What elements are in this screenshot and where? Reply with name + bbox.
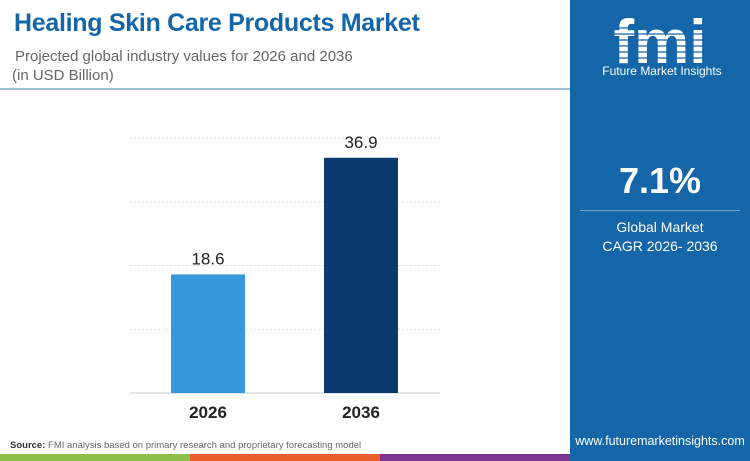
source-note: Source: FMI analysis based on primary re… — [10, 440, 361, 451]
unit-label: (in USD Billion) — [12, 67, 114, 84]
source-label: Source: — [10, 440, 46, 451]
cagr-value: 7.1% — [618, 160, 702, 201]
stripe-purple — [380, 454, 570, 461]
data-label: 36.9 — [344, 133, 377, 152]
data-label: 18.6 — [191, 249, 224, 268]
bar-chart: 18.6 2026 36.9 2036 — [130, 133, 440, 422]
cagr-period: CAGR 2026- 2036 — [602, 238, 718, 254]
sidebar-panel — [570, 0, 750, 461]
logo-text: Future Market Insights — [602, 64, 722, 78]
bar-2026 — [171, 274, 245, 393]
stripe-green — [0, 454, 190, 461]
page-title: Healing Skin Care Products Market — [14, 9, 420, 37]
bar-2036 — [324, 157, 398, 393]
cagr-divider — [580, 210, 740, 211]
header-divider — [0, 88, 570, 90]
fmi-logo: fmi — [595, 8, 725, 68]
svg-text:fmi: fmi — [614, 8, 707, 68]
website-link[interactable]: www.futuremarketinsights.com — [575, 434, 745, 448]
stripe-orange — [190, 454, 380, 461]
subtitle: Projected global industry values for 202… — [15, 48, 353, 65]
cagr-label: Global Market — [616, 219, 704, 235]
x-tick-label: 2026 — [189, 403, 227, 422]
x-tick-label: 2036 — [342, 403, 380, 422]
source-text: FMI analysis based on primary research a… — [48, 440, 362, 451]
